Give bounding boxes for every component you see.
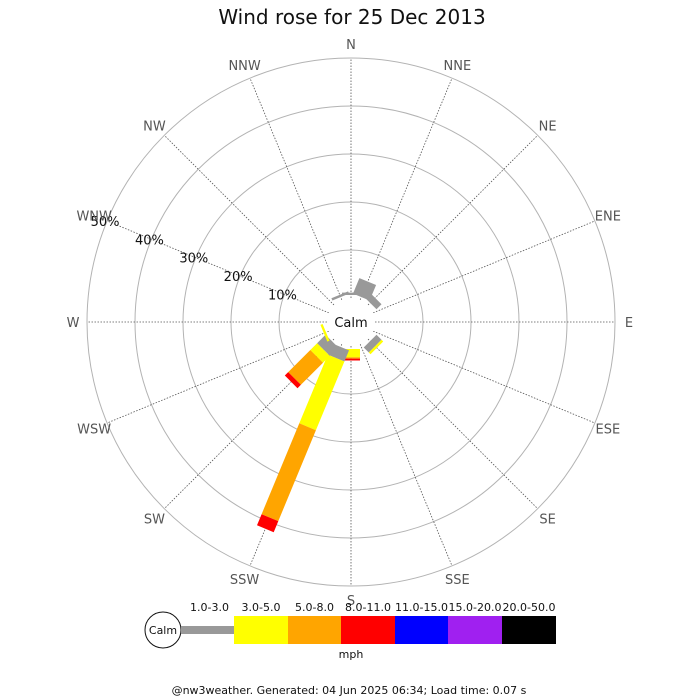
legend-label-2: 3.0-5.0 xyxy=(242,601,281,614)
spoke-ne xyxy=(367,135,538,306)
bar-sw-bin-2 xyxy=(310,343,330,363)
chart-title: Wind rose for 25 Dec 2013 xyxy=(218,5,485,29)
direction-labels: N NNE NE ENE E ESE SE SSE S SSW SW WSW W WNW NW NNW xyxy=(67,38,634,609)
spoke-wnw xyxy=(106,220,329,314)
calm-center: Calm xyxy=(327,298,375,346)
bar-nnw-bin-1 xyxy=(331,291,349,301)
bar-wsw-bin-2 xyxy=(320,324,330,342)
spoke-nne xyxy=(359,77,453,300)
direction-label-sw: SW xyxy=(144,513,165,528)
direction-label-ssw: SSW xyxy=(230,573,260,588)
legend-label-7: 20.0-50.0 xyxy=(503,601,556,614)
spoke-sse xyxy=(359,344,453,567)
legend-swatch-4 xyxy=(341,616,395,644)
bar-s-bin-4 xyxy=(342,358,360,361)
bar-ne-bin-1 xyxy=(363,291,382,310)
legend-label-4: 8.0-11.0 xyxy=(345,601,391,614)
ring-label-4: 40% xyxy=(135,233,164,248)
bar-ssw-bin-3 xyxy=(261,423,316,522)
ring-label-1: 10% xyxy=(268,288,297,303)
bar-sw-bin-4 xyxy=(284,372,301,389)
bar-ssw-bin-4 xyxy=(257,514,279,533)
direction-label-ne: NE xyxy=(539,119,557,134)
grid-ring-5 xyxy=(86,57,616,587)
ring-label-3: 30% xyxy=(179,252,208,267)
direction-label-wnw: WNW xyxy=(76,210,112,225)
legend-unit-label: mph xyxy=(339,648,364,661)
bar-se-bin-1 xyxy=(363,334,382,353)
calm-label: Calm xyxy=(334,316,367,331)
direction-label-sse: SSE xyxy=(445,573,470,588)
bar-se-bin-2 xyxy=(368,339,384,355)
bar-s-bin-3 xyxy=(342,357,360,359)
bar-sw-bin-3 xyxy=(288,350,323,385)
direction-label-nne: NNE xyxy=(444,59,472,74)
direction-label-se: SE xyxy=(539,513,555,528)
legend-label-1: 1.0-3.0 xyxy=(190,601,229,614)
direction-label-nnw: NNW xyxy=(228,59,260,74)
legend-swatch-3 xyxy=(288,616,341,644)
direction-label-nw: NW xyxy=(143,119,166,134)
spoke-nnw xyxy=(249,77,343,300)
legend-swatch-6 xyxy=(448,616,502,644)
legend: Calm 1.0-3.0 3.0-5.0 5.0-8.0 8.0-11.0 11.0-15… xyxy=(144,601,556,661)
direction-label-ese: ESE xyxy=(595,422,620,437)
bar-ssw-bin-2 xyxy=(299,354,345,431)
spoke-wsw xyxy=(106,330,329,424)
legend-label-3: 5.0-8.0 xyxy=(295,601,334,614)
spoke-ese xyxy=(373,330,596,424)
spoke-se xyxy=(367,338,538,509)
legend-swatch-5 xyxy=(395,616,448,644)
ring-labels: 10% 20% 30% 40% 50% xyxy=(91,215,297,303)
direction-label-s: S xyxy=(347,594,355,609)
spoke-nw xyxy=(164,135,335,306)
direction-label-wsw: WSW xyxy=(77,422,111,437)
direction-label-ene: ENE xyxy=(595,210,621,225)
footer-text: @nw3weather. Generated: 04 Jun 2025 06:3… xyxy=(172,684,527,697)
ring-label-5: 50% xyxy=(91,215,120,230)
legend-label-5: 11.0-15.0 xyxy=(395,601,448,614)
direction-label-w: W xyxy=(67,316,80,331)
legend-swatch-7 xyxy=(502,616,556,644)
legend-calm-label: Calm xyxy=(149,624,177,637)
wind-bars xyxy=(257,278,384,533)
legend-label-6: 15.0-20.0 xyxy=(449,601,502,614)
bar-sw-bin-1 xyxy=(317,334,339,356)
spoke-ene xyxy=(373,220,596,314)
ring-label-2: 20% xyxy=(224,270,253,285)
direction-label-e: E xyxy=(625,316,633,331)
calm-circle xyxy=(327,298,375,346)
legend-swatch-1 xyxy=(181,626,234,634)
direction-label-n: N xyxy=(346,38,356,53)
legend-swatch-2 xyxy=(234,616,288,644)
